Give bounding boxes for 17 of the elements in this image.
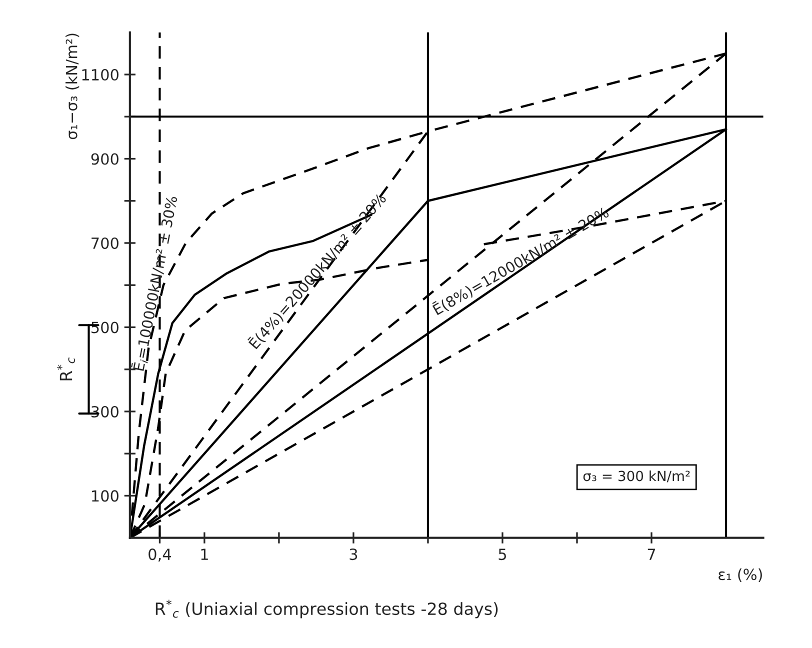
y-tick-label: 100	[92, 490, 118, 502]
y-tick-label: 700	[92, 237, 118, 250]
y-tick-label: 500	[92, 322, 118, 334]
text: R$^{*}$$_{c}$ (Uniaxial compression tests -28 days)	[156, 600, 498, 618]
x-tick-label: 1	[201, 548, 208, 560]
y-tick-label: 1100	[82, 68, 118, 81]
x-tick-label: 5	[498, 548, 506, 560]
annotation: Ē$_{i}$=100000kN/m² ± 30%	[130, 195, 180, 372]
x-tick-label: 3	[350, 548, 358, 560]
x-tick-label: 7	[648, 548, 656, 560]
text: R$^{*}$$_{c}$	[57, 358, 75, 380]
x-tick-label: 0,4	[148, 548, 172, 562]
y-tick-label: 300	[92, 406, 118, 418]
annotation: σ₃ = 300 kN/m²	[583, 470, 690, 482]
x-axis-title: ε₁ (%)	[718, 568, 762, 582]
y-axis-title: σ₁−σ₃ (kN/m²)	[66, 34, 80, 140]
y-tick-label: 900	[91, 153, 118, 165]
